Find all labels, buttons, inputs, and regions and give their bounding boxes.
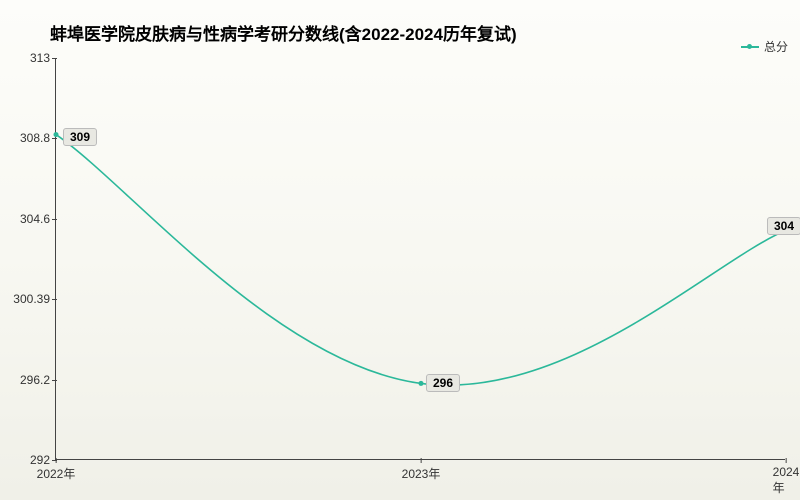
legend: 总分: [741, 38, 788, 55]
x-tick: 2024年: [773, 459, 800, 496]
plot-area: 292296.2300.39304.6308.83132022年2023年202…: [55, 58, 785, 460]
legend-line-icon: [741, 46, 759, 48]
data-label: 296: [426, 374, 460, 392]
y-tick: 304.6: [20, 212, 56, 226]
data-label: 304: [767, 217, 800, 235]
chart-title: 蚌埠医学院皮肤病与性病学考研分数线(含2022-2024历年复试): [50, 20, 517, 45]
x-tick: 2023年: [402, 459, 441, 482]
y-tick: 300.39: [13, 292, 56, 306]
data-label: 309: [63, 128, 97, 146]
legend-label: 总分: [764, 38, 788, 55]
line-series: [56, 58, 786, 460]
x-tick: 2022年: [37, 459, 76, 482]
y-tick: 308.8: [20, 131, 56, 145]
y-tick: 296.2: [20, 373, 56, 387]
y-tick: 313: [30, 51, 56, 65]
